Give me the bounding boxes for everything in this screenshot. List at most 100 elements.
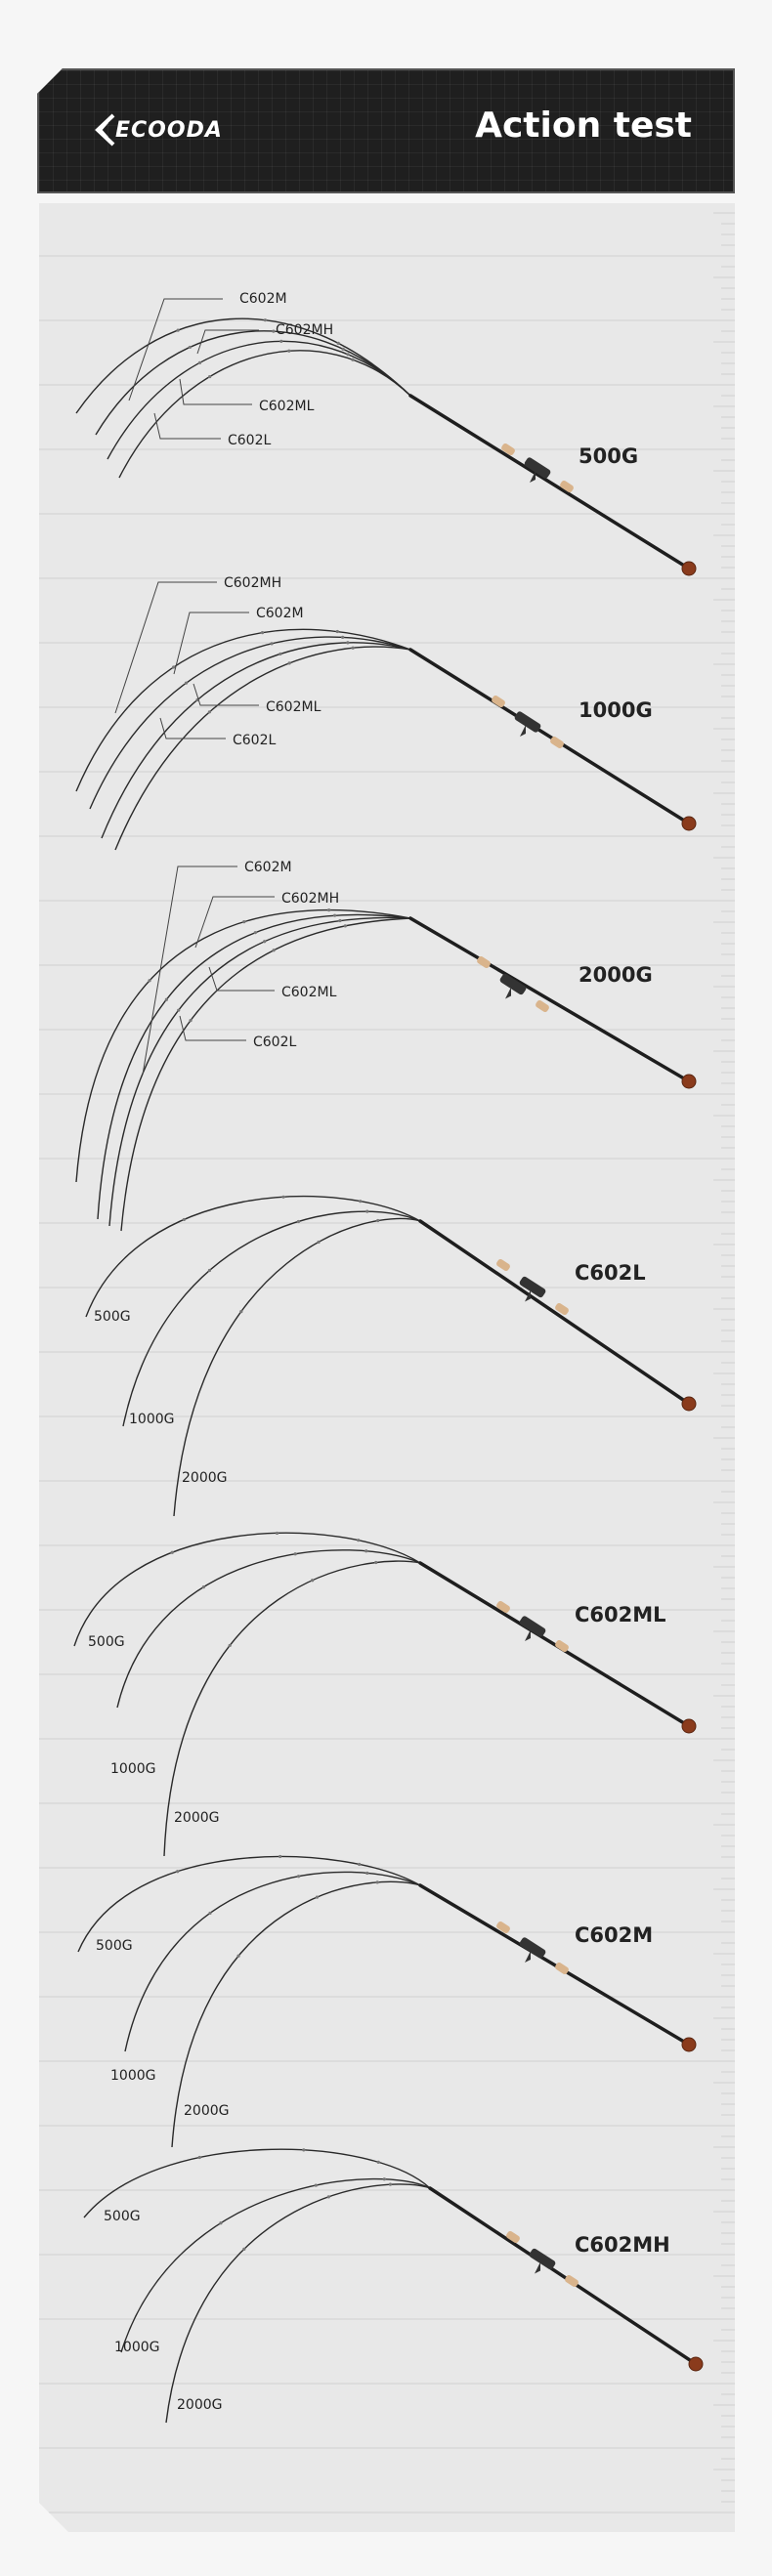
curve-label: 2000G xyxy=(177,2397,222,2413)
cork-grip xyxy=(476,955,492,969)
rod-guide xyxy=(242,920,245,923)
rod-curve xyxy=(121,2179,430,2352)
rod-guide xyxy=(165,998,168,1001)
reel-seat xyxy=(519,1936,547,1960)
rod-guide xyxy=(189,1019,192,1022)
rod-guide xyxy=(337,342,340,345)
rod-curve xyxy=(119,351,410,478)
trigger xyxy=(530,471,536,483)
rod-guide xyxy=(351,359,354,361)
rod-guide xyxy=(276,1532,279,1535)
curve-label: 500G xyxy=(94,1309,131,1325)
trigger xyxy=(525,1629,531,1641)
rod-curve xyxy=(125,1872,420,2051)
rod-guide xyxy=(236,1955,239,1958)
test-panel-2: 1000G C602MH C602M C602ML C602L xyxy=(76,575,696,850)
curve-label: C602MH xyxy=(281,891,339,907)
cork-grip xyxy=(500,443,516,456)
rod-curve xyxy=(76,910,410,1182)
rod-curve xyxy=(90,637,410,809)
rod-guide xyxy=(254,931,257,934)
rod-guide xyxy=(359,1200,362,1203)
rod-butt xyxy=(410,396,689,569)
rod-guide xyxy=(183,1218,186,1221)
rod-guide xyxy=(177,1009,180,1012)
reel-seat xyxy=(524,456,552,480)
test-board: 500G C602M C602MH C602ML C602L 1000G C602MH C60… xyxy=(39,203,735,2532)
curve-label: C602ML xyxy=(281,985,337,1000)
rod-guide xyxy=(297,1220,300,1223)
rod-butt xyxy=(410,918,689,1081)
curve-label: 2000G xyxy=(184,2103,229,2119)
fishing-rod-icon xyxy=(430,2188,703,2371)
curve-label: 1000G xyxy=(129,1412,174,1427)
curve-label: 500G xyxy=(104,2209,141,2224)
curve-label: 500G xyxy=(96,1938,133,1954)
butt-cap xyxy=(682,2038,696,2051)
butt-cap xyxy=(682,1397,696,1411)
panel-title: C602MH xyxy=(575,2233,670,2257)
test-panel-4: C602L 500G 1000G 2000G xyxy=(86,1196,696,1516)
rod-guide xyxy=(279,653,281,655)
rod-curve xyxy=(172,1881,420,2147)
rod-guide xyxy=(272,330,275,333)
rod-guide xyxy=(185,682,188,685)
fishing-rod-icon xyxy=(410,650,696,830)
rod-curve xyxy=(123,1211,420,1426)
rod-guide xyxy=(342,348,345,351)
rod-curve xyxy=(164,1561,420,1856)
test-panel-1: 500G C602M C602MH C602ML C602L xyxy=(76,291,696,575)
reel-seat xyxy=(514,710,542,734)
label-leader xyxy=(154,413,221,439)
curve-label: 2000G xyxy=(174,1810,219,1826)
header-banner: ECOODA Action test xyxy=(37,68,735,193)
rod-guide xyxy=(341,636,344,639)
cork-grip xyxy=(554,1302,570,1316)
curve-label: C602L xyxy=(253,1035,296,1050)
rod-curve xyxy=(98,914,410,1219)
cork-grip xyxy=(495,1600,511,1614)
rod-curve xyxy=(107,341,410,459)
curve-label: C602MH xyxy=(276,322,333,338)
label-leader xyxy=(195,897,275,948)
rod-guide xyxy=(344,924,347,927)
rod-guide xyxy=(219,2221,222,2224)
rod-guide xyxy=(208,375,211,378)
butt-cap xyxy=(689,2357,703,2371)
rod-guide xyxy=(281,1196,284,1199)
label-leader xyxy=(143,866,237,1075)
rod-curve xyxy=(102,643,410,838)
curve-label: 500G xyxy=(88,1634,125,1650)
fishing-rod-icon xyxy=(420,1885,696,2051)
rod-curve xyxy=(117,1550,420,1708)
cork-grip xyxy=(505,2230,521,2244)
rod-guide xyxy=(294,1552,297,1555)
curve-label: 1000G xyxy=(110,2068,155,2084)
reel-seat xyxy=(529,2248,557,2271)
rod-guide xyxy=(352,647,355,650)
trigger xyxy=(525,1951,531,1963)
reel-seat xyxy=(519,1276,547,1299)
rod-guide xyxy=(376,1880,379,1883)
rod-guide xyxy=(377,2161,380,2164)
rod-guide xyxy=(311,1579,314,1582)
rod-curve xyxy=(109,917,410,1226)
cork-grip xyxy=(491,695,506,708)
butt-cap xyxy=(682,562,696,575)
curve-label: C602M xyxy=(239,291,287,307)
rod-guide xyxy=(171,1551,174,1554)
rod-guide xyxy=(264,318,267,321)
ecooda-logo-icon xyxy=(95,113,115,147)
rod-guide xyxy=(315,2183,318,2186)
fishing-rod-icon xyxy=(420,1563,696,1733)
cork-grip xyxy=(554,1639,570,1653)
rod-butt xyxy=(430,2188,696,2364)
curve-label: C602L xyxy=(233,733,276,748)
butt-cap xyxy=(682,1719,696,1733)
rod-curve xyxy=(166,2184,430,2423)
rod-guide xyxy=(327,908,330,911)
rod-guide xyxy=(202,1585,205,1588)
rod-guide xyxy=(176,1870,179,1873)
brand-logo: ECOODA xyxy=(92,113,223,147)
rod-guide xyxy=(365,1210,368,1213)
